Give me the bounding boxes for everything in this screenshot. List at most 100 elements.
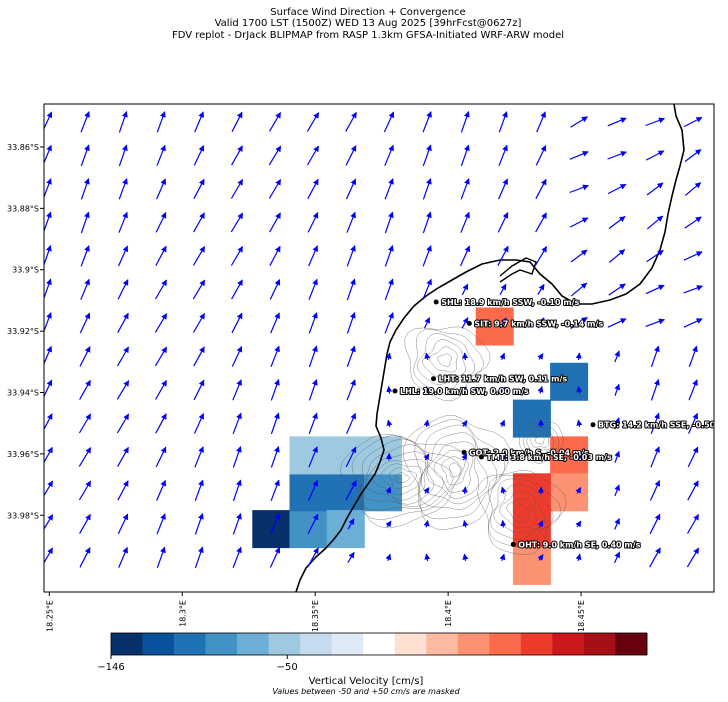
colorbar-segment xyxy=(142,633,175,655)
station-marker-tmt xyxy=(478,454,484,460)
wind-arrow xyxy=(345,480,357,501)
wind-arrow xyxy=(646,249,664,263)
wind-arrow xyxy=(269,212,281,233)
wind-arrow xyxy=(232,513,242,535)
wind-arrow xyxy=(79,346,91,367)
colorbar-segment xyxy=(174,633,206,655)
wind-arrow xyxy=(535,212,547,233)
wind-arrow xyxy=(424,386,431,394)
wind-arrow xyxy=(347,518,355,530)
wind-arrow xyxy=(270,312,280,334)
wind-arrow xyxy=(270,412,280,435)
wind-arrow xyxy=(116,413,130,434)
vv-cell-16 xyxy=(512,546,551,585)
wind-arrow xyxy=(423,317,431,329)
wind-arrow xyxy=(270,479,280,502)
wind-arrow xyxy=(650,345,660,368)
wind-arrow xyxy=(537,283,545,295)
wind-arrow xyxy=(608,283,626,296)
wind-arrow xyxy=(346,312,356,334)
wind-arrow xyxy=(423,487,430,494)
wind-arrow xyxy=(688,379,698,401)
wind-arrow xyxy=(230,212,244,233)
wind-arrow xyxy=(44,111,53,130)
contour-line xyxy=(522,422,560,459)
vertical-velocity-layer xyxy=(252,307,589,585)
wind-arrow xyxy=(460,111,470,133)
station-label-sit: SIT: 9.7 km/h SSW, -0.14 m/s xyxy=(474,319,603,328)
colorbar-segment xyxy=(363,633,396,655)
wind-arrow xyxy=(645,117,665,127)
wind-arrow xyxy=(683,116,703,128)
station-marker-sit xyxy=(466,320,472,326)
contour-line xyxy=(534,435,545,445)
wind-arrow xyxy=(499,386,506,394)
contour-line xyxy=(414,419,505,520)
contour-line xyxy=(448,462,463,478)
wind-arrow xyxy=(116,380,130,400)
vv-cell-9 xyxy=(512,399,551,438)
wind-arrow xyxy=(156,111,166,133)
wind-arrow xyxy=(194,513,204,535)
wind-arrow xyxy=(193,178,205,199)
vv-cell-3 xyxy=(326,473,365,512)
contour-line xyxy=(416,333,475,385)
station-marker-lht xyxy=(431,376,436,382)
wind-arrow xyxy=(79,513,91,534)
wind-arrow xyxy=(535,145,547,166)
wind-arrow xyxy=(684,216,702,229)
x-axis-ticks: 18.25°E 18.3°E 18.35°E 18.4°E 18.45°E xyxy=(45,592,586,632)
wind-arrow xyxy=(386,419,393,428)
colorbar-segment xyxy=(111,633,143,655)
wind-arrow xyxy=(684,182,702,196)
wind-arrow xyxy=(462,553,469,562)
contour-line xyxy=(493,484,545,533)
wind-arrow xyxy=(575,486,582,494)
wind-arrow xyxy=(386,385,393,394)
x-tick-label: 18.45°E xyxy=(577,600,586,632)
wind-arrow xyxy=(649,547,661,568)
wind-arrow xyxy=(614,517,620,530)
wind-arrow xyxy=(385,553,392,562)
wind-arrow xyxy=(155,446,167,468)
colorbar-note: Values between -50 and +50 cm/s are mask… xyxy=(272,687,460,696)
wind-arrow xyxy=(346,379,356,401)
contour-line xyxy=(339,434,466,529)
wind-arrow xyxy=(497,212,509,233)
contour-line xyxy=(364,451,434,505)
wind-arrow xyxy=(118,546,128,568)
wind-arrow xyxy=(80,278,90,300)
wind-arrow xyxy=(270,379,280,401)
wind-arrow xyxy=(576,419,583,428)
wind-arrow xyxy=(345,446,357,468)
wind-arrow xyxy=(384,178,394,200)
wind-arrow xyxy=(80,211,90,234)
wind-arrow xyxy=(306,112,320,132)
contour-line xyxy=(477,470,567,556)
wind-arrow xyxy=(117,279,129,300)
contour-line xyxy=(506,497,533,523)
contour-line xyxy=(418,424,498,510)
contour-line xyxy=(380,463,423,496)
wind-arrow xyxy=(155,413,167,434)
wind-arrow xyxy=(193,346,205,367)
wind-arrow xyxy=(345,178,357,200)
wind-arrow xyxy=(683,251,703,261)
wind-arrow xyxy=(385,352,392,361)
wind-arrow xyxy=(688,345,698,368)
contour-line xyxy=(487,475,562,548)
contour-line xyxy=(403,415,510,530)
colorbar-segment xyxy=(237,633,269,655)
wind-arrow xyxy=(569,217,589,228)
wind-arrow xyxy=(459,245,471,267)
wind-arrow xyxy=(232,412,242,435)
wind-arrow xyxy=(156,546,166,569)
wind-arrow xyxy=(117,513,129,535)
wind-arrow xyxy=(538,419,545,428)
wind-arrow xyxy=(499,553,506,561)
wind-arrow xyxy=(384,312,394,334)
wind-arrow xyxy=(570,316,588,330)
title-line-3: FDV replot - DrJack BLIPMAP from RASP 1.… xyxy=(172,30,564,41)
wind-arrow xyxy=(614,417,621,430)
